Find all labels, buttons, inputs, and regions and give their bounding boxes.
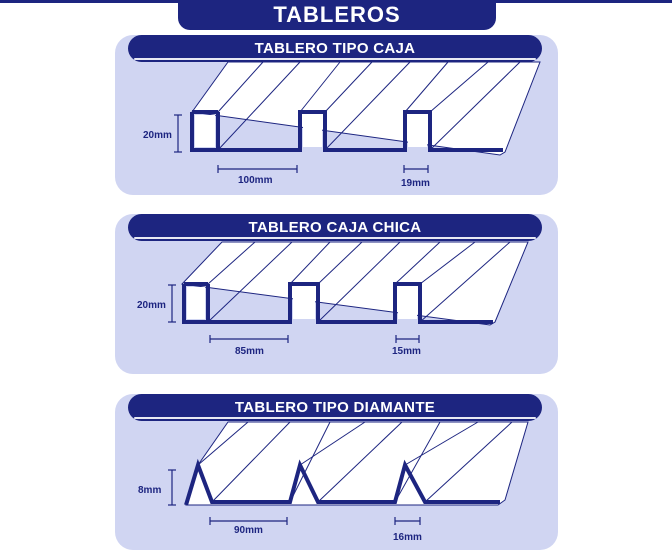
width-label: 85mm — [235, 346, 264, 357]
gap-label: 15mm — [392, 346, 421, 357]
height-label: 20mm — [137, 300, 166, 311]
panel-heading-tipo-diamante: TABLERO TIPO DIAMANTE — [128, 394, 542, 421]
width-label: 90mm — [234, 525, 263, 536]
page-title: TABLEROS — [178, 0, 496, 30]
gap-label: 16mm — [393, 532, 422, 543]
height-label: 8mm — [138, 485, 161, 496]
panel-heading-caja-chica: TABLERO CAJA CHICA — [128, 214, 542, 241]
width-label: 100mm — [238, 175, 273, 186]
height-label: 20mm — [143, 130, 172, 141]
panel-heading-tipo-caja: TABLERO TIPO CAJA — [128, 35, 542, 62]
gap-label: 19mm — [401, 178, 430, 189]
